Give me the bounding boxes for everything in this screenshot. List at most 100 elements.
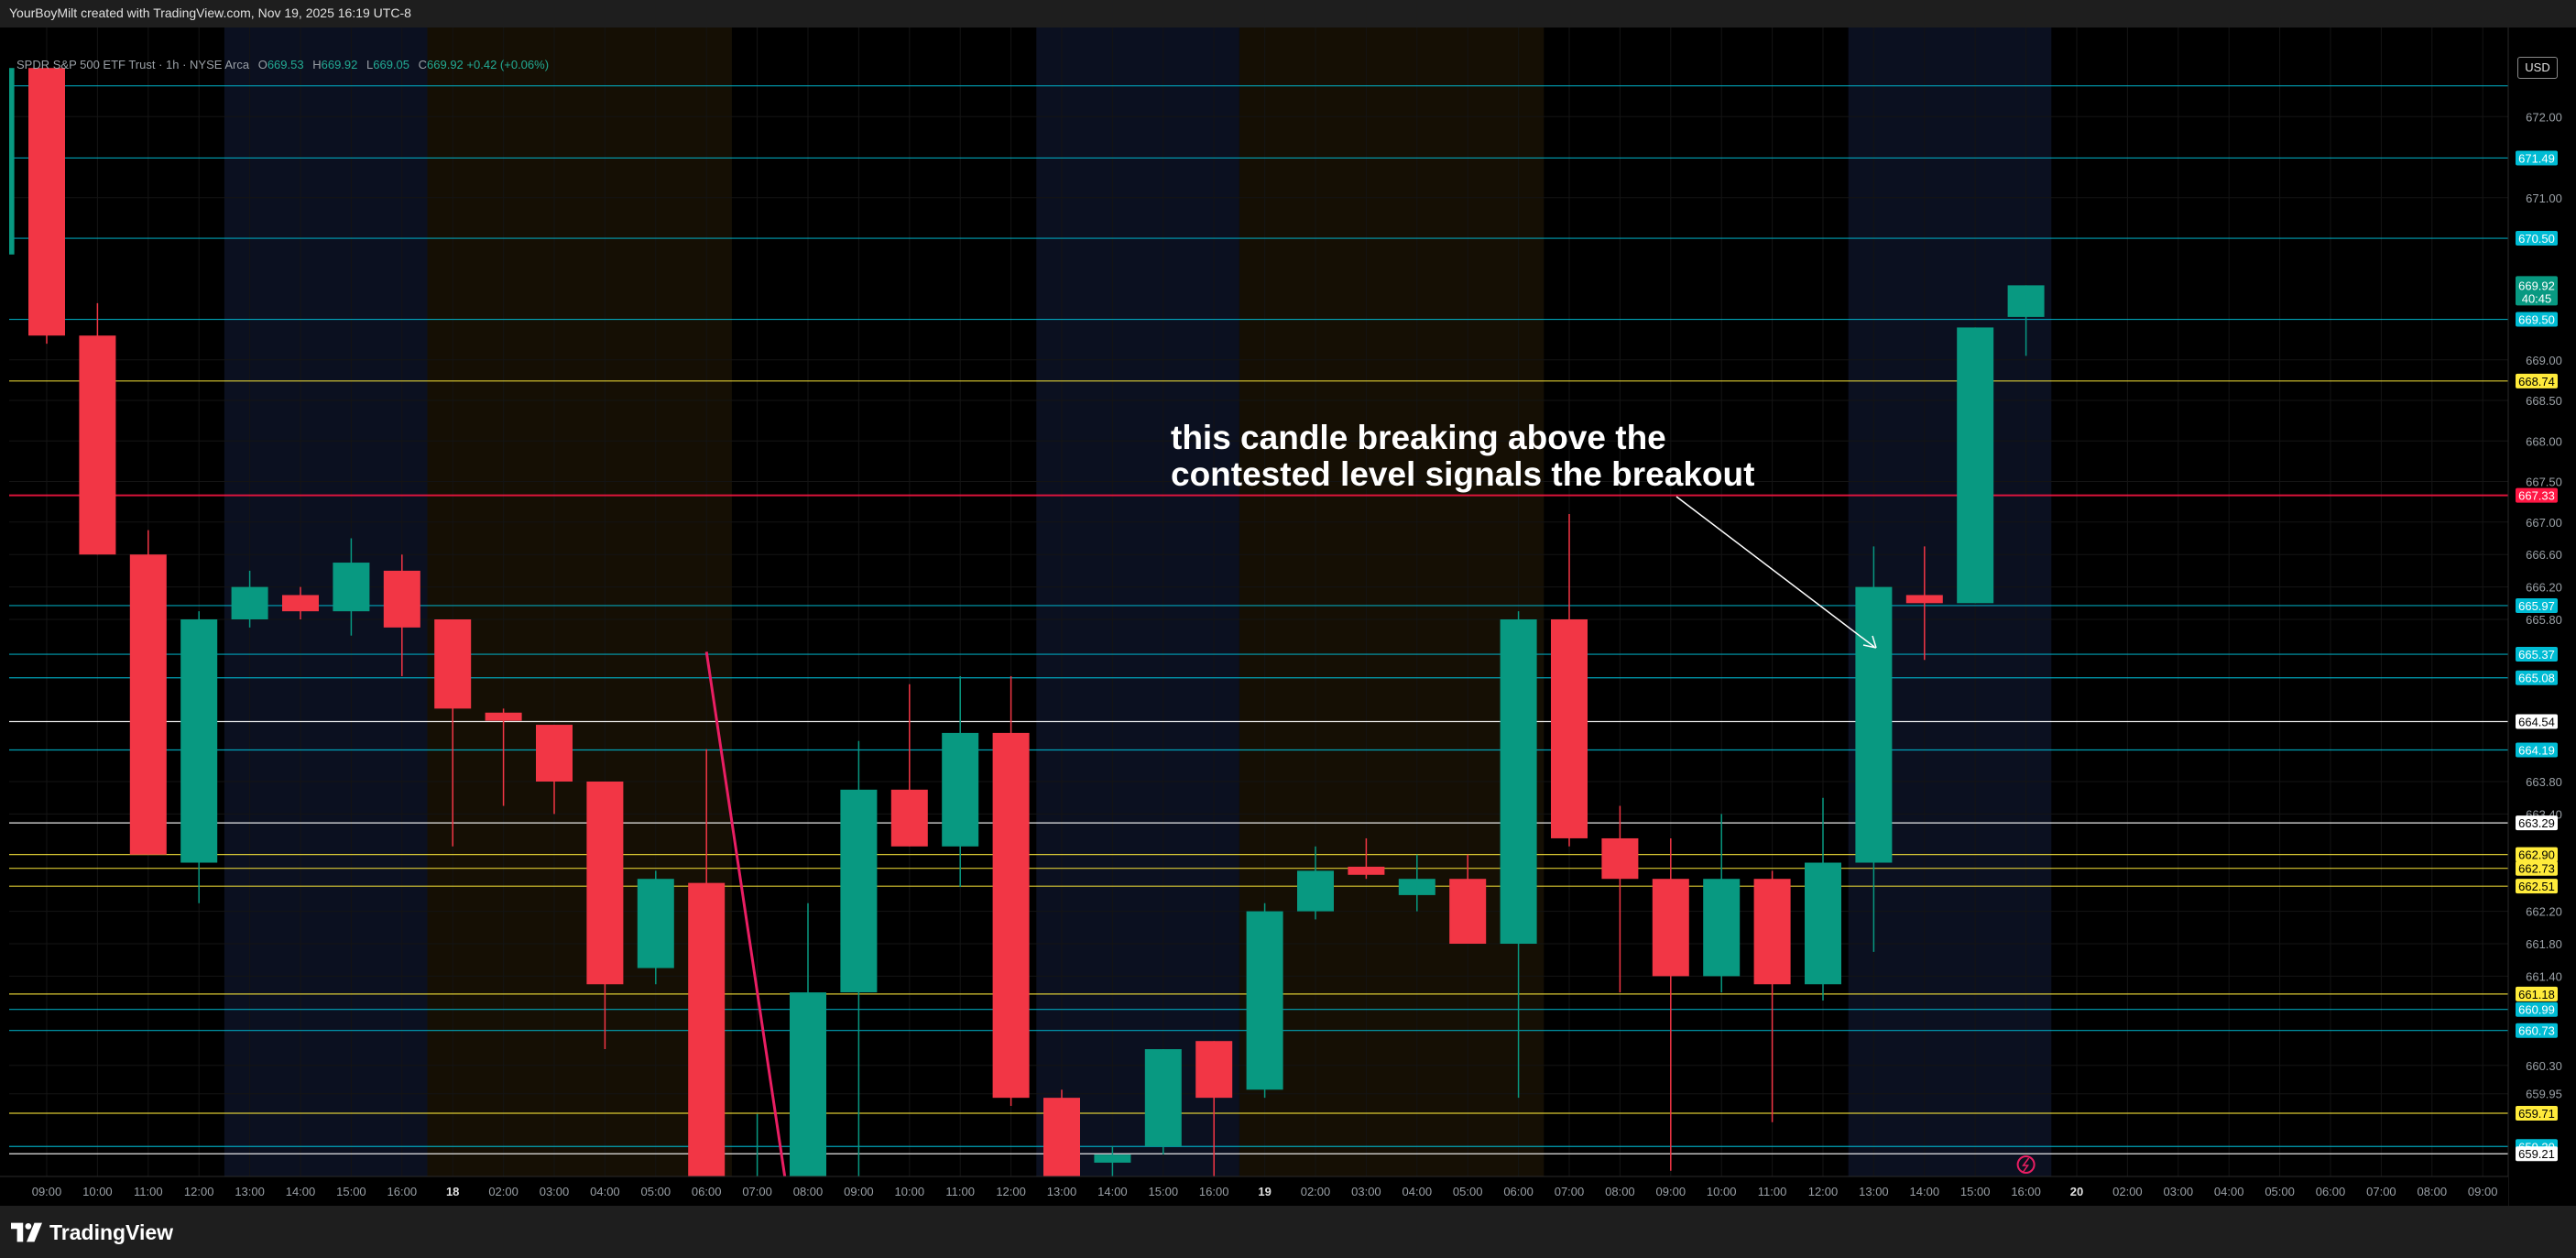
candle: [79, 302, 116, 555]
candle: [1551, 513, 1588, 847]
candle: [1449, 854, 1487, 945]
candle: [333, 538, 370, 636]
candle: [637, 870, 674, 985]
open-label: O: [257, 58, 267, 71]
candle: [1957, 327, 1994, 604]
time-tick-label: 02:00: [488, 1185, 518, 1198]
session-band-orange: [427, 27, 732, 1176]
trend-line: [704, 651, 787, 1179]
level-price-label: 665.37: [2518, 648, 2555, 662]
price-tick-label: 663.80: [2526, 775, 2562, 789]
level-price-label-bg: [2516, 879, 2558, 894]
time-tick-label: 16:00: [2011, 1185, 2041, 1198]
level-price-label: 662.90: [2518, 848, 2555, 862]
session-band-orange: [1239, 27, 1545, 1176]
level-price-label: 665.97: [2518, 599, 2555, 613]
level-price-label-bg: [2516, 670, 2558, 685]
time-tick-label: 10:00: [1707, 1185, 1737, 1198]
annotation-text-line1: this candle breaking above the: [1171, 419, 1666, 456]
candle-body: [942, 732, 979, 847]
chart-area[interactable]: this candle breaking above the contested …: [0, 27, 2576, 1206]
candle: [1753, 870, 1791, 1122]
price-axis-labels: 671.49 670.50 669.50 668.74 667.33 665.97 665.…: [2516, 150, 2558, 1162]
price-tick-label: 672.00: [2526, 110, 2562, 124]
candle: [1348, 837, 1385, 880]
candle: [1094, 1146, 1131, 1176]
candle-body: [992, 732, 1030, 1099]
time-tick-label: 04:00: [1403, 1185, 1433, 1198]
candle-body: [1805, 862, 1841, 985]
level-price-label: 669.50: [2518, 313, 2555, 327]
candle-body: [790, 992, 826, 1176]
symbol-name[interactable]: SPDR S&P 500 ETF Trust · 1h · NYSE Arca: [16, 58, 250, 71]
time-tick-label: 11:00: [945, 1185, 975, 1198]
time-tick-label: 12:00: [1808, 1185, 1839, 1198]
candle-body: [485, 712, 522, 721]
candle-body: [1601, 837, 1639, 880]
candle-body: [1144, 1049, 1182, 1147]
level-price-label: 671.49: [2518, 151, 2555, 165]
symbol-legend[interactable]: SPDR S&P 500 ETF Trust · 1h · NYSE Arca …: [16, 58, 549, 71]
open-value: 669.53: [267, 58, 304, 71]
session-backgrounds: [224, 27, 2052, 1176]
level-price-label-bg: [2516, 1023, 2558, 1038]
attribution-bar: YourBoyMilt created with TradingView.com…: [0, 0, 2576, 27]
candle: [383, 554, 420, 676]
candle: [2007, 285, 2045, 356]
level-price-label: 660.73: [2518, 1024, 2555, 1038]
candle-body: [688, 882, 726, 1176]
low-label: L: [366, 58, 374, 71]
candle: [1195, 1041, 1233, 1176]
candle: [28, 68, 65, 345]
candlestick-chart[interactable]: this candle breaking above thecontested …: [0, 27, 2576, 1206]
level-price-label-bg: [2516, 986, 2558, 1001]
time-tick-label: 05:00: [1453, 1185, 1483, 1198]
time-tick-label: 09:00: [2468, 1185, 2498, 1198]
level-price-label: 664.54: [2518, 716, 2555, 729]
time-tick-label: 14:00: [1910, 1185, 1940, 1198]
level-price-label: 662.73: [2518, 862, 2555, 876]
high-value: 669.92: [321, 58, 358, 71]
time-tick-label: 16:00: [1199, 1185, 1229, 1198]
price-tick-label: 667.50: [2526, 476, 2562, 489]
attribution-text: YourBoyMilt created with TradingView.com…: [9, 5, 411, 20]
price-tick-label: 662.20: [2526, 905, 2562, 919]
time-tick-label: 13:00: [1047, 1185, 1077, 1198]
level-price-label-bg: [2516, 373, 2558, 388]
candle-body: [536, 725, 573, 782]
tradingview-logo[interactable]: TradingView: [11, 1219, 173, 1246]
candle: [129, 530, 167, 855]
candle-body: [231, 586, 268, 620]
candle-body: [586, 782, 624, 985]
time-tick-label: 09:00: [844, 1185, 874, 1198]
price-tick-label: 661.40: [2526, 969, 2562, 983]
candle-body: [383, 570, 420, 628]
candle: [992, 675, 1030, 1107]
candle: [1601, 805, 1639, 993]
level-price-label: 660.99: [2518, 1003, 2555, 1017]
time-axis-panel: [0, 1176, 2508, 1206]
time-tick-label: 10:00: [895, 1185, 925, 1198]
time-tick-label: 02:00: [1301, 1185, 1331, 1198]
candle-body: [1905, 595, 1943, 604]
level-price-label-bg: [2516, 1001, 2558, 1017]
time-tick-label: 07:00: [2366, 1185, 2396, 1198]
candle-body: [2007, 285, 2045, 317]
change-value: +0.42 (+0.06%): [466, 58, 550, 71]
alert-icon: [2016, 1155, 2036, 1174]
level-price-label: 668.74: [2518, 375, 2555, 388]
annotation-text-line2: contested level signals the breakout: [1171, 455, 1754, 493]
time-tick-label: 14:00: [286, 1185, 316, 1198]
candle-body: [1297, 870, 1334, 912]
time-tick-label: 15:00: [1960, 1185, 1991, 1198]
time-tick-label: 08:00: [1605, 1185, 1635, 1198]
price-tick-label: 660.30: [2526, 1059, 2562, 1073]
candle: [1297, 846, 1334, 920]
candle-body: [180, 619, 218, 863]
time-tick-label: 11:00: [1758, 1185, 1787, 1198]
currency-button[interactable]: USD: [2517, 57, 2558, 79]
price-tick-label: 671.00: [2526, 191, 2562, 205]
time-tick-label: 13:00: [235, 1185, 265, 1198]
time-tick-label: 14:00: [1097, 1185, 1128, 1198]
candle: [586, 782, 624, 1050]
